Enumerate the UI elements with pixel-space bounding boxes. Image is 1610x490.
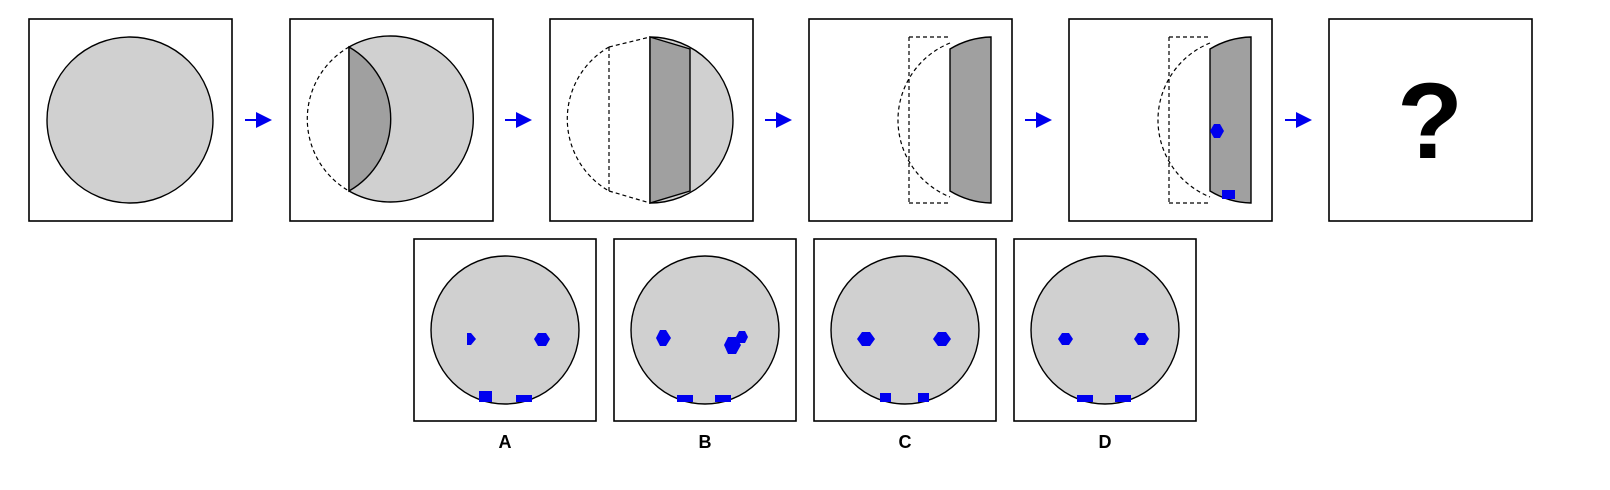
- hexagon-hole-icon: [933, 332, 951, 346]
- square-hole-icon: [715, 395, 731, 402]
- folded-strip: [649, 36, 691, 204]
- option-a-label: A: [498, 432, 512, 452]
- hexagon-hole-icon: [1058, 333, 1073, 345]
- hexagon-hole-icon: [857, 332, 875, 346]
- hexagon-hole-icon: [467, 333, 476, 345]
- square-hole-icon: [677, 395, 693, 402]
- question-mark: ?: [1397, 60, 1463, 181]
- original-outline: [306, 46, 350, 192]
- square-hole-icon: [479, 391, 492, 402]
- square-hole-icon: [1077, 395, 1093, 402]
- step-3-panel: [549, 18, 754, 222]
- hexagon-hole-icon: [736, 331, 748, 343]
- square-hole-icon: [1222, 190, 1235, 199]
- hexagon-hole-icon: [534, 333, 550, 346]
- step-5-panel: [1068, 18, 1273, 222]
- option-d[interactable]: [1013, 238, 1197, 422]
- folded-stack: [949, 36, 992, 204]
- hexagon-hole-icon: [656, 330, 671, 346]
- previous-outline: [566, 46, 610, 192]
- step-1-panel: [28, 18, 233, 222]
- square-hole-icon: [918, 393, 929, 402]
- question-panel: ?: [1328, 18, 1533, 222]
- square-hole-icon: [1115, 395, 1131, 402]
- folded-flap: [348, 45, 392, 193]
- option-c-label: C: [898, 432, 912, 452]
- paper-circle: [46, 36, 214, 204]
- option-d-label: D: [1098, 432, 1112, 452]
- square-hole-icon: [880, 393, 891, 402]
- step-4-panel: [808, 18, 1013, 222]
- hexagon-hole-icon: [1134, 333, 1149, 345]
- step-2-panel: [289, 18, 494, 222]
- option-a[interactable]: [413, 238, 597, 422]
- hexagon-hole-icon: [1210, 124, 1224, 138]
- option-b-label: B: [698, 432, 712, 452]
- option-b[interactable]: [613, 238, 797, 422]
- hexagon-hole-icon: [724, 337, 741, 354]
- option-c[interactable]: [813, 238, 997, 422]
- square-hole-icon: [516, 395, 532, 402]
- folded-stack: [1209, 36, 1252, 204]
